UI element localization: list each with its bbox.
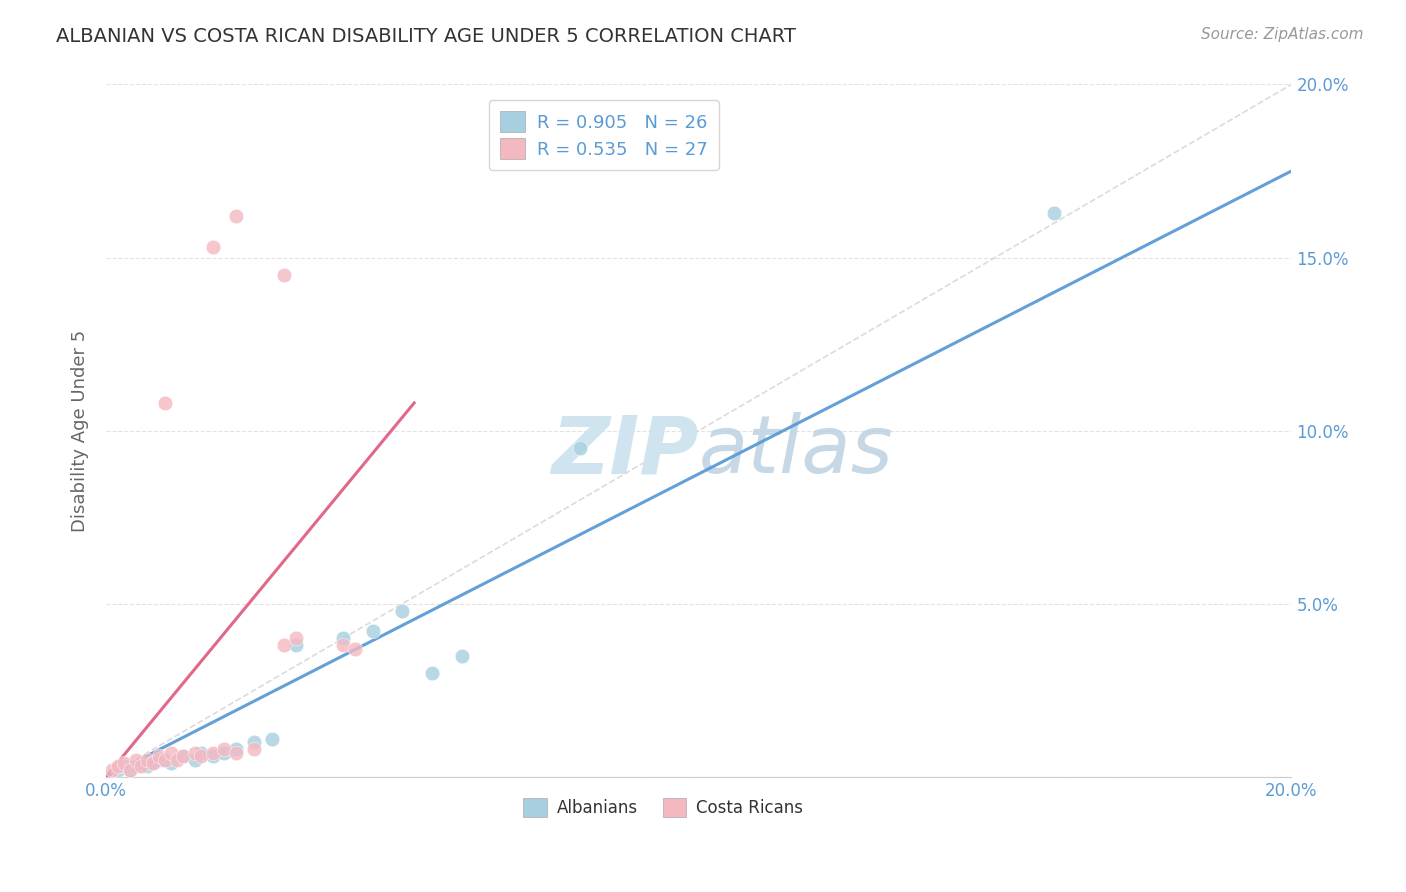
Point (420, 665, 443, 680)
Point (361, 624, 384, 639)
Point (153, 753, 176, 767)
Text: atlas: atlas (699, 412, 893, 491)
Point (243, 735, 266, 749)
Text: ALBANIAN VS COSTA RICAN DISABILITY AGE UNDER 5 CORRELATION CHART: ALBANIAN VS COSTA RICAN DISABILITY AGE U… (56, 27, 796, 45)
Point (243, 742, 266, 756)
Point (260, 731, 283, 746)
Text: Source: ZipAtlas.com: Source: ZipAtlas.com (1201, 27, 1364, 42)
Point (148, 753, 170, 767)
Point (124, 753, 146, 767)
Point (569, 441, 592, 455)
Point (184, 746, 207, 760)
Point (172, 749, 194, 764)
Point (391, 604, 413, 618)
Point (201, 240, 224, 254)
Point (450, 648, 472, 663)
Point (112, 756, 135, 770)
Y-axis label: Disability Age Under 5: Disability Age Under 5 (72, 329, 89, 532)
Point (284, 632, 307, 646)
Point (184, 753, 207, 767)
Point (225, 742, 247, 756)
Point (343, 641, 366, 656)
Point (225, 746, 247, 760)
Point (107, 763, 129, 777)
Point (118, 763, 141, 777)
Point (190, 746, 212, 760)
Point (107, 759, 129, 773)
Point (142, 756, 165, 770)
Point (273, 268, 295, 282)
Point (225, 209, 247, 223)
Point (201, 749, 224, 764)
Point (112, 759, 135, 773)
Point (172, 749, 194, 764)
Point (201, 746, 224, 760)
Point (153, 396, 176, 410)
Text: ZIP: ZIP (551, 412, 699, 491)
Point (190, 749, 212, 764)
Point (153, 753, 176, 767)
Point (273, 638, 295, 652)
Point (124, 759, 146, 773)
Point (160, 746, 183, 760)
Point (284, 638, 307, 652)
Point (160, 756, 183, 770)
Point (118, 763, 141, 777)
Point (214, 746, 236, 760)
Point (142, 756, 165, 770)
Legend: Albanians, Costa Ricans: Albanians, Costa Ricans (516, 791, 810, 824)
Point (148, 749, 170, 764)
Point (214, 742, 236, 756)
Point (136, 759, 159, 773)
Point (131, 759, 153, 773)
Point (101, 763, 124, 777)
Point (131, 756, 153, 770)
Point (166, 753, 188, 767)
Point (1043, 205, 1066, 219)
Point (332, 632, 354, 646)
Point (136, 753, 159, 767)
Point (332, 638, 354, 652)
